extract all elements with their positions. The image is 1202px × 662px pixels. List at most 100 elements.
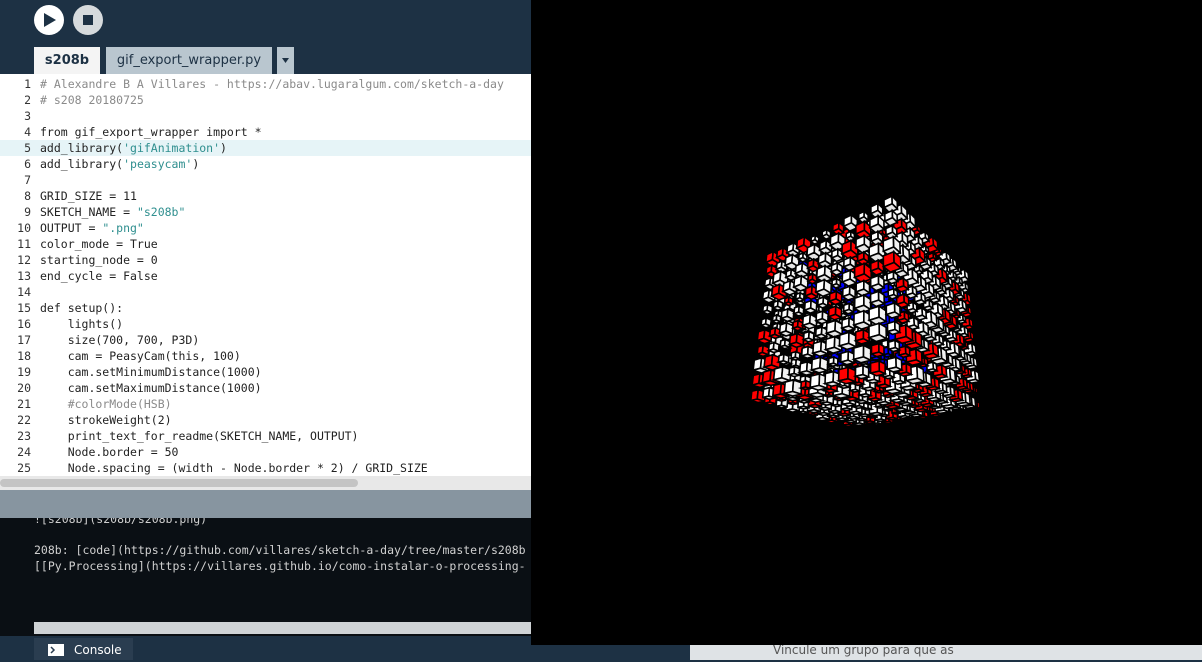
code-line: 2 # s208 20180725 xyxy=(0,92,531,108)
cube-face xyxy=(913,314,929,321)
console-scrollbar[interactable] xyxy=(34,622,531,634)
cube-face xyxy=(917,392,935,398)
code-text: # s208 20180725 xyxy=(40,93,144,107)
code-text: GRID_SIZE = 11 xyxy=(40,189,137,203)
cube-face xyxy=(931,373,949,380)
cube-face xyxy=(886,416,898,421)
line-number: 21 xyxy=(17,397,31,411)
cube-face xyxy=(781,390,805,397)
code-line: 13 end_cycle = False xyxy=(0,268,531,284)
cube-face xyxy=(826,362,841,368)
cube-face xyxy=(770,319,783,325)
cube xyxy=(956,312,968,325)
cube xyxy=(830,247,845,263)
cube xyxy=(869,258,886,276)
cube-face xyxy=(894,418,904,423)
cube-face xyxy=(882,420,894,425)
cube xyxy=(793,291,806,303)
cube-face xyxy=(836,384,853,390)
cube-face xyxy=(823,346,845,354)
console: ![s208b](s208b/s208b.png) 208b: [code](ht… xyxy=(0,518,531,636)
cube-face xyxy=(958,359,973,366)
cube-face xyxy=(807,384,830,391)
cube-face xyxy=(890,379,908,386)
cube xyxy=(854,279,872,297)
cube-face xyxy=(777,344,792,350)
cube-face xyxy=(921,352,941,360)
cube-face xyxy=(892,392,913,398)
scroll-thumb[interactable] xyxy=(0,479,358,487)
cube-face xyxy=(835,417,849,422)
cube xyxy=(814,309,830,325)
cube xyxy=(852,293,873,314)
cube-face xyxy=(858,413,871,418)
h-scrollbar[interactable] xyxy=(0,476,531,490)
cube-face xyxy=(807,403,822,409)
cube xyxy=(841,302,856,315)
code-editor[interactable]: 1 # Alexandre B A Villares - https://abav… xyxy=(0,74,531,476)
cube xyxy=(796,251,809,263)
cube xyxy=(777,321,795,337)
cube-face xyxy=(796,256,809,263)
cube-face xyxy=(788,356,803,361)
cube-face xyxy=(880,393,897,399)
cube xyxy=(826,304,844,321)
cube xyxy=(782,295,795,307)
cube xyxy=(869,342,887,358)
cube-face xyxy=(762,395,779,401)
line-number: 16 xyxy=(17,317,31,331)
cube-face xyxy=(767,333,783,340)
cube-face xyxy=(844,235,856,243)
cube-face xyxy=(772,393,792,399)
cube xyxy=(921,298,935,312)
cube-face xyxy=(850,381,867,387)
background-text: Vincule um grupo para que as xyxy=(773,645,954,657)
code-text: starting_node = 0 xyxy=(40,253,158,267)
cube xyxy=(813,325,829,340)
cube xyxy=(886,338,902,353)
line-number: 4 xyxy=(24,125,31,139)
cube-face xyxy=(805,391,829,399)
cube-face xyxy=(867,415,878,419)
tab-menu[interactable] xyxy=(277,47,294,74)
line-number: 12 xyxy=(17,253,31,267)
cube-face xyxy=(835,377,858,385)
cube-face xyxy=(790,325,805,332)
line-number: 6 xyxy=(24,157,31,171)
code-text: Node.border = 50 xyxy=(40,445,179,459)
cube-face xyxy=(837,412,851,417)
tab[interactable]: s208b xyxy=(34,47,100,74)
cube xyxy=(869,229,885,247)
cube xyxy=(868,273,886,292)
cube-face xyxy=(776,398,786,402)
cube-face xyxy=(849,410,863,416)
cube-face xyxy=(760,296,777,304)
code-line: 19 cam.setMinimumDistance(1000) xyxy=(0,364,531,380)
cube-face xyxy=(896,371,914,377)
cube xyxy=(784,268,798,282)
cube-face xyxy=(750,398,765,404)
cube-face xyxy=(766,348,781,354)
cube-face xyxy=(847,388,863,393)
cube-face xyxy=(885,328,902,336)
cube-face xyxy=(805,397,827,404)
sketch-window xyxy=(531,0,1202,645)
cube-face xyxy=(781,287,798,296)
console-tab[interactable]: Console xyxy=(34,638,133,660)
cube-face xyxy=(868,370,888,377)
cube xyxy=(854,233,872,254)
cube-face xyxy=(797,405,810,410)
code-text: print_text_for_readme(SKETCH_NAME, OUTPU… xyxy=(40,429,359,443)
cube xyxy=(905,300,919,314)
cube-face xyxy=(869,267,886,276)
cube-face xyxy=(909,413,923,418)
cube-face xyxy=(947,397,966,403)
tab[interactable]: gif_export_wrapper.py xyxy=(106,47,272,74)
cube xyxy=(829,261,844,276)
cube xyxy=(851,344,874,364)
code-text: from gif_export_wrapper import * xyxy=(40,125,262,139)
cube-face xyxy=(894,285,910,293)
cube xyxy=(830,277,843,289)
cube-face xyxy=(824,419,839,424)
